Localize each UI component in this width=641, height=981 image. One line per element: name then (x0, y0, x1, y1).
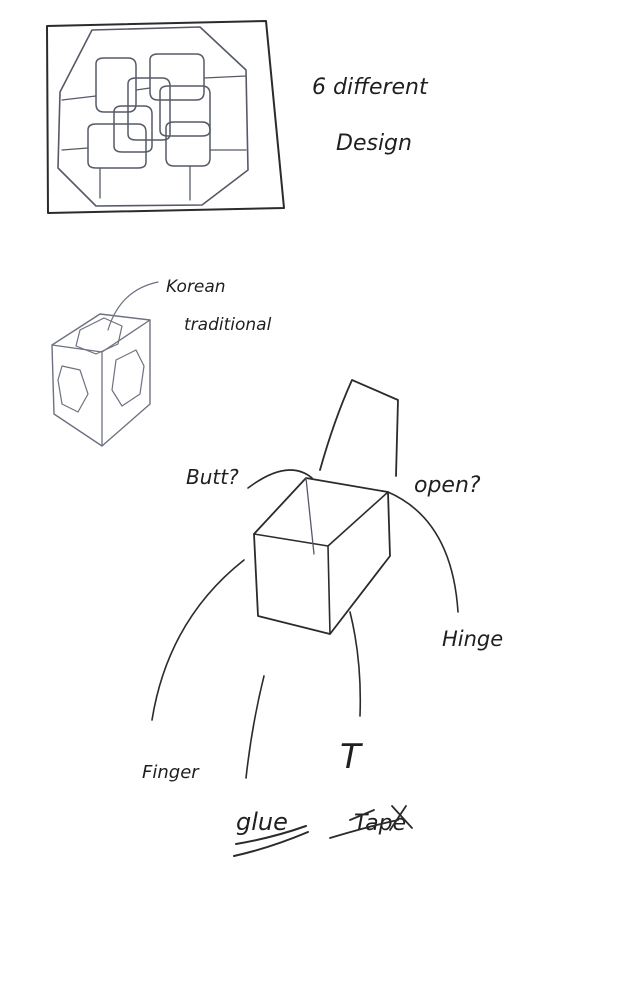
different-design-label-line1: 6 different (312, 75, 429, 100)
hinge-label: Hinge (442, 627, 503, 651)
glue-underline (233, 825, 309, 857)
korean-cube-sketch (51, 281, 159, 447)
butt-label: Butt? (186, 465, 239, 489)
pattern-sketch (46, 20, 285, 214)
glue-label: glue (236, 808, 288, 836)
tape-strike (329, 805, 413, 839)
finger-label: Finger (142, 762, 200, 783)
korean-label-line2: traditional (184, 315, 272, 335)
korean-label-line1: Korean (166, 277, 226, 297)
t-joint-label: T (340, 737, 363, 777)
open-label: open? (414, 473, 481, 498)
different-design-label-line2: Design (336, 131, 412, 156)
joint-box-sketch (151, 379, 459, 779)
